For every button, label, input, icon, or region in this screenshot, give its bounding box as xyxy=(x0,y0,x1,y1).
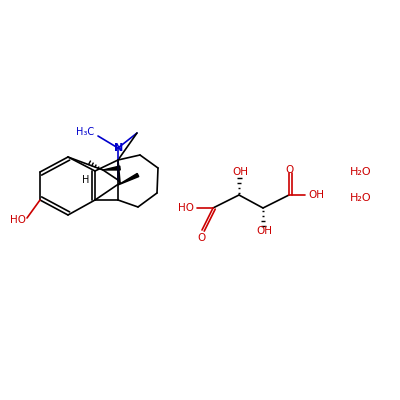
Text: OH: OH xyxy=(308,190,324,200)
Text: HO: HO xyxy=(10,215,26,225)
Polygon shape xyxy=(103,166,120,170)
Text: OH: OH xyxy=(232,167,248,177)
Text: H: H xyxy=(82,175,89,185)
Text: HO: HO xyxy=(178,203,194,213)
Text: H₂O: H₂O xyxy=(350,167,372,177)
Text: O: O xyxy=(198,233,206,243)
Text: OH: OH xyxy=(256,226,272,236)
Polygon shape xyxy=(118,174,139,185)
Text: N: N xyxy=(114,143,124,153)
Text: H₃C: H₃C xyxy=(76,127,94,137)
Text: O: O xyxy=(285,165,293,175)
Text: H₂O: H₂O xyxy=(350,193,372,203)
